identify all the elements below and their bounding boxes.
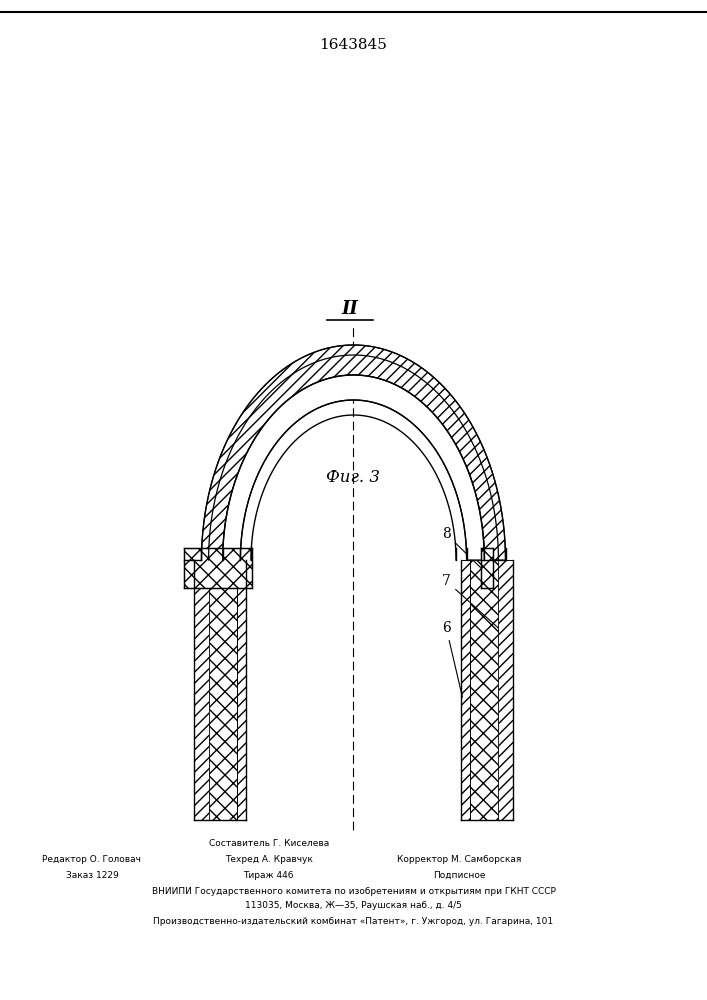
Text: Тираж 446: Тираж 446 xyxy=(243,870,294,880)
Text: Составитель Г. Киселева: Составитель Г. Киселева xyxy=(209,838,329,848)
Polygon shape xyxy=(223,375,484,560)
Bar xyxy=(194,560,209,820)
Bar xyxy=(498,560,513,820)
Text: Корректор М. Самборская: Корректор М. Самборская xyxy=(397,854,522,863)
Text: Производственно-издательский комбинат «Патент», г. Ужгород, ул. Гагарина, 101: Производственно-издательский комбинат «П… xyxy=(153,916,554,926)
Text: Подписное: Подписное xyxy=(433,870,486,880)
Text: 8: 8 xyxy=(442,527,482,569)
Text: 113035, Москва, Ж—35, Раушская наб., д. 4/5: 113035, Москва, Ж—35, Раушская наб., д. … xyxy=(245,902,462,910)
Text: 6: 6 xyxy=(442,621,462,697)
Text: Редактор О. Головач: Редактор О. Головач xyxy=(42,854,141,863)
Bar xyxy=(470,560,498,820)
Bar xyxy=(237,560,246,820)
Text: 7: 7 xyxy=(442,574,498,628)
Text: ВНИИПИ Государственного комитета по изобретениям и открытиям при ГКНТ СССР: ВНИИПИ Государственного комитета по изоб… xyxy=(151,886,556,896)
Text: II: II xyxy=(341,300,358,318)
Polygon shape xyxy=(201,345,506,560)
Bar xyxy=(481,548,493,588)
Text: Заказ 1229: Заказ 1229 xyxy=(66,870,118,880)
Bar xyxy=(184,548,252,588)
Text: Фиг. 3: Фиг. 3 xyxy=(327,470,380,487)
Text: Техред А. Кравчук: Техред А. Кравчук xyxy=(225,854,312,863)
Bar xyxy=(209,560,237,820)
Text: 1643845: 1643845 xyxy=(320,38,387,52)
Bar xyxy=(461,560,470,820)
